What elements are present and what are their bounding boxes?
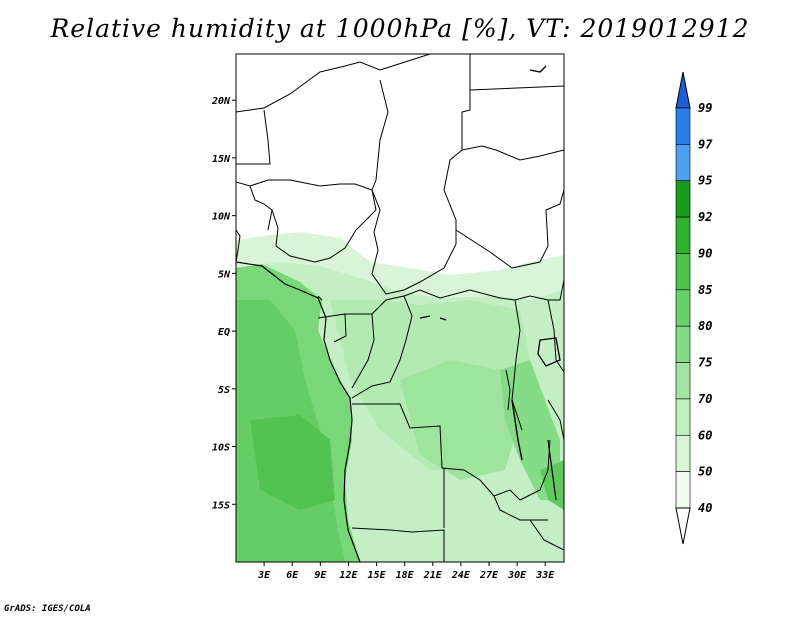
x-tick-label: 21E <box>423 570 443 581</box>
colorbar-segment <box>675 398 691 436</box>
colorbar-label: 92 <box>698 210 712 224</box>
y-tick-label: 15N <box>212 154 231 165</box>
colorbar-label: 75 <box>698 356 712 370</box>
x-tick-label: 15E <box>368 570 387 581</box>
country-borders <box>236 54 564 562</box>
colorbar-under-triangle <box>675 507 691 545</box>
colorbar-segment <box>675 362 691 400</box>
y-tick-label: 5N <box>218 269 231 280</box>
colorbar-label: 70 <box>698 392 712 406</box>
x-tick-label: 33E <box>535 570 555 581</box>
humidity-field <box>236 54 564 562</box>
y-axis: 20N 15N 10N 5N EQ 5S 10S 15S <box>211 96 236 511</box>
colorbar-segment <box>675 180 691 218</box>
y-tick-label: 10N <box>212 212 231 223</box>
colorbar-label: 99 <box>698 101 712 115</box>
map-frame <box>235 53 565 563</box>
y-tick-label: 20N <box>211 96 231 107</box>
y-tick-label: EQ <box>218 327 230 338</box>
x-axis: 3E 6E 9E 12E 15E 18E 21E 24E 27E 30E 33E <box>257 562 555 581</box>
colorbar-label: 60 <box>698 428 712 442</box>
x-tick-label: 18E <box>396 570 415 581</box>
colorbar-segment <box>675 289 691 327</box>
y-tick-label: 5S <box>218 385 230 396</box>
colorbar-segment <box>675 325 691 363</box>
colorbar-segment <box>675 471 691 509</box>
x-tick-label: 12E <box>339 570 358 581</box>
x-tick-label: 27E <box>479 570 499 581</box>
colorbar-segment <box>675 434 691 472</box>
colorbar-label: 90 <box>698 246 712 260</box>
colorbar-label: 85 <box>698 283 712 297</box>
colorbar-segment <box>675 107 691 145</box>
x-tick-label: 3E <box>257 570 271 581</box>
colorbar-segment <box>675 144 691 182</box>
x-tick-label: 9E <box>314 570 327 581</box>
x-tick-label: 30E <box>507 570 527 581</box>
colorbar-label: 97 <box>698 137 713 151</box>
y-tick-label: 15S <box>212 500 230 511</box>
map-title: Relative humidity at 1000hPa [%], VT: 20… <box>50 14 750 43</box>
y-tick-label: 10S <box>212 443 230 454</box>
colorbar-over-triangle <box>675 71 691 109</box>
x-tick-label: 6E <box>286 570 299 581</box>
colorbar-label: 50 <box>698 465 712 479</box>
colorbar: 99 97 95 92 90 85 80 75 70 60 50 40 <box>675 71 713 545</box>
colorbar-label: 80 <box>698 319 712 333</box>
colorbar-label: 40 <box>698 501 712 515</box>
x-tick-label: 24E <box>451 570 471 581</box>
colorbar-segment <box>675 216 691 254</box>
grads-credit: GrADS: IGES/COLA <box>4 604 91 614</box>
colorbar-segment <box>675 253 691 291</box>
colorbar-label: 95 <box>698 174 712 188</box>
